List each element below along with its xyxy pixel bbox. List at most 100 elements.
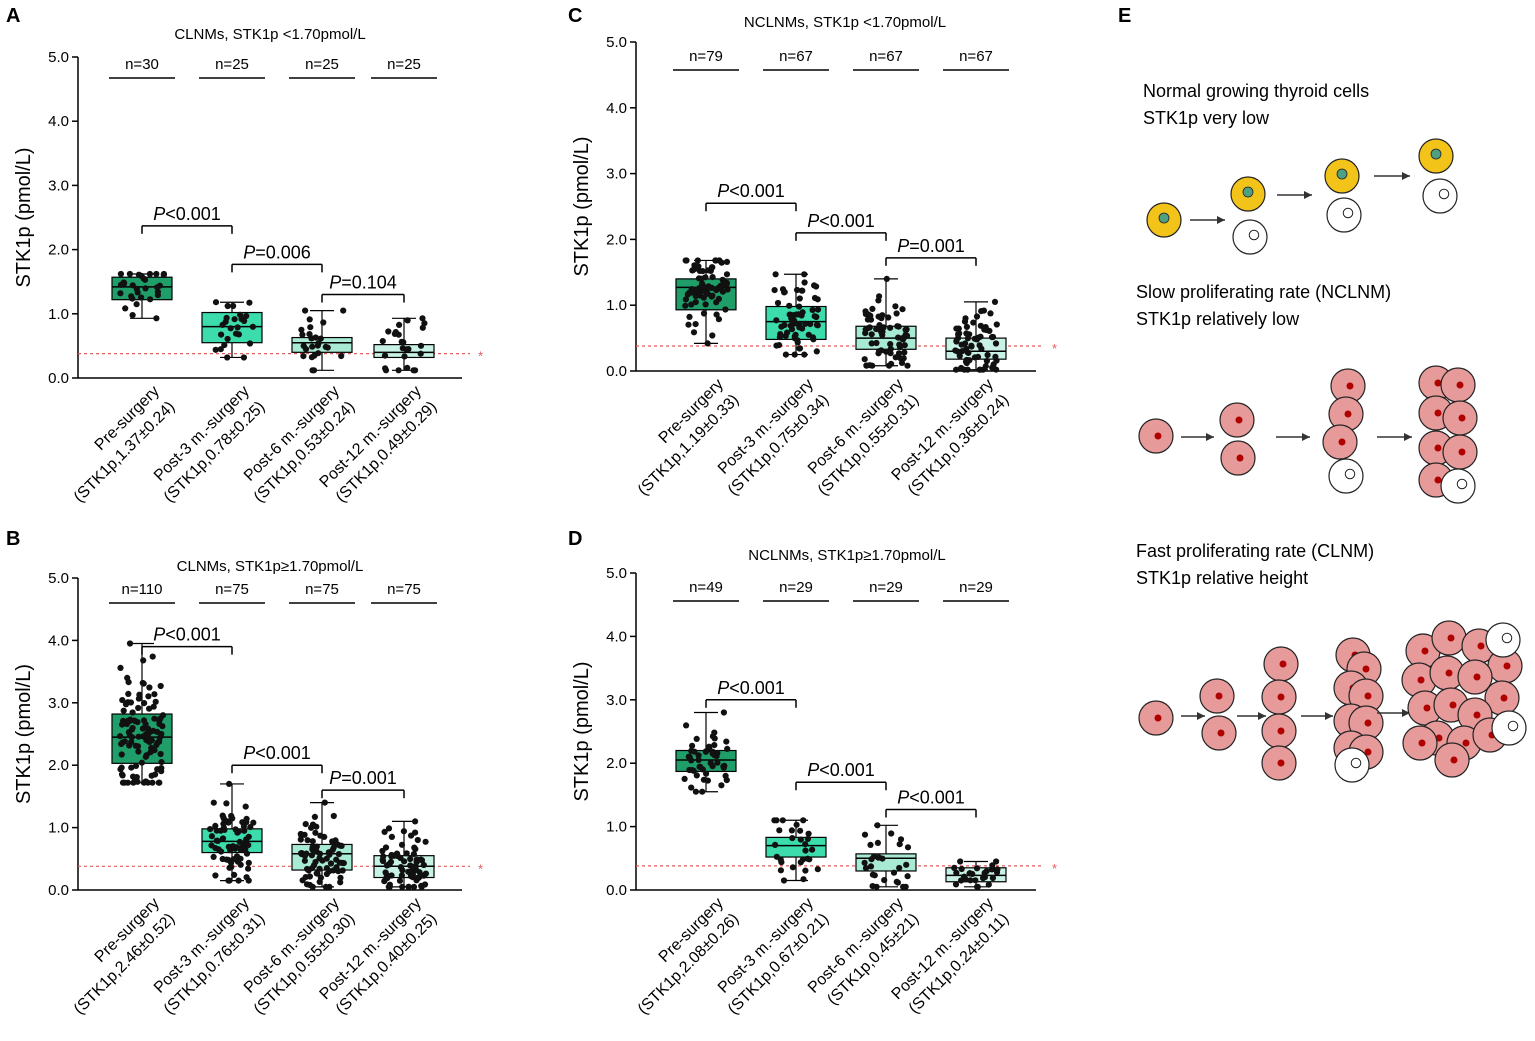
- p-symbol: P: [153, 625, 165, 645]
- data-point: [898, 359, 906, 366]
- data-point: [702, 301, 709, 308]
- empty-cell-nucleus: [1507, 720, 1519, 732]
- data-point: [416, 874, 423, 881]
- chart-title: CLNMs, STK1p <1.70pmol/L: [174, 26, 365, 43]
- data-point: [306, 881, 313, 889]
- data-point: [904, 362, 911, 369]
- y-tick-label: 5.0: [48, 570, 69, 587]
- empty-cell-nucleus: [1344, 468, 1356, 480]
- data-point: [874, 822, 881, 829]
- data-point: [317, 874, 324, 881]
- data-point: [316, 865, 323, 872]
- data-point: [221, 826, 228, 834]
- data-point: [682, 302, 689, 309]
- data-point: [897, 836, 905, 843]
- data-point: [418, 857, 426, 864]
- y-tick-label: 2.0: [606, 231, 627, 248]
- data-point: [135, 748, 142, 755]
- data-point: [862, 865, 870, 872]
- tumor-cell-nucleus: [1154, 432, 1162, 440]
- data-point: [801, 279, 808, 286]
- data-point: [247, 824, 254, 831]
- data-point: [208, 833, 215, 840]
- p-value-label: P=0.001: [329, 768, 397, 788]
- box-2: [201, 780, 263, 884]
- data-point: [809, 334, 817, 341]
- data-point: [692, 321, 699, 328]
- data-point: [983, 357, 991, 365]
- normal-cell-nucleus: [1430, 148, 1442, 160]
- data-point: [796, 324, 803, 331]
- data-point: [225, 819, 232, 826]
- data-point: [782, 351, 790, 358]
- data-point: [340, 307, 347, 314]
- y-tick-label: 5.0: [606, 34, 627, 51]
- data-point: [897, 355, 904, 362]
- data-point: [992, 340, 1000, 347]
- data-point: [689, 742, 696, 749]
- data-point: [895, 323, 902, 330]
- data-point: [223, 856, 230, 863]
- data-point: [219, 321, 226, 328]
- data-point: [157, 682, 164, 690]
- data-point: [314, 342, 321, 349]
- data-point: [809, 306, 816, 314]
- data-point: [388, 872, 395, 879]
- n-label: n=29: [869, 579, 903, 596]
- data-point: [802, 867, 809, 874]
- data-point: [133, 774, 140, 781]
- data-point: [861, 356, 868, 363]
- data-point: [330, 812, 337, 820]
- data-point: [695, 752, 702, 759]
- data-point: [315, 350, 322, 357]
- data-point: [692, 299, 699, 306]
- data-point: [994, 866, 1001, 873]
- data-point: [322, 883, 329, 891]
- significance-bracket: P<0.001: [141, 204, 233, 234]
- data-point: [780, 877, 788, 884]
- data-point: [152, 771, 159, 778]
- data-point: [231, 316, 238, 323]
- data-point: [149, 653, 156, 660]
- data-point: [135, 733, 142, 740]
- box-4: [373, 315, 435, 374]
- data-point: [685, 753, 692, 760]
- tumor-cell-nucleus: [1418, 739, 1426, 747]
- data-point: [893, 310, 900, 317]
- data-point: [682, 296, 690, 303]
- data-point: [417, 350, 424, 357]
- data-point: [313, 823, 320, 830]
- panel-e-section-1-title: Normal growing thyroid cells: [1143, 81, 1369, 101]
- data-point: [230, 302, 237, 310]
- data-point: [242, 837, 249, 844]
- tumor-cell-nucleus: [1462, 739, 1470, 747]
- data-point: [720, 763, 727, 770]
- data-point: [126, 742, 133, 749]
- data-point: [212, 822, 219, 830]
- data-point: [861, 831, 869, 838]
- data-point: [953, 337, 960, 344]
- data-point: [896, 864, 903, 872]
- data-point: [308, 852, 315, 859]
- y-tick-label: 0.0: [606, 882, 627, 899]
- p-value: <0.001: [165, 625, 221, 645]
- y-tick-label: 2.0: [48, 757, 69, 774]
- data-point: [788, 315, 795, 322]
- significance-bracket: P=0.001: [321, 768, 405, 799]
- data-point: [875, 854, 882, 861]
- data-point: [379, 338, 386, 345]
- data-point: [692, 788, 700, 795]
- data-point: [683, 722, 690, 729]
- y-tick-label: 3.0: [48, 177, 69, 194]
- data-point: [963, 323, 971, 330]
- chart-title: NCLNMs, STK1p <1.70pmol/L: [744, 14, 946, 31]
- data-point: [126, 270, 133, 278]
- data-point: [778, 323, 785, 330]
- data-point: [129, 312, 136, 319]
- data-point: [146, 270, 153, 278]
- data-point: [300, 353, 307, 360]
- data-point: [869, 883, 876, 890]
- data-point: [873, 339, 880, 347]
- data-point: [333, 856, 340, 863]
- p-symbol: P: [329, 768, 341, 788]
